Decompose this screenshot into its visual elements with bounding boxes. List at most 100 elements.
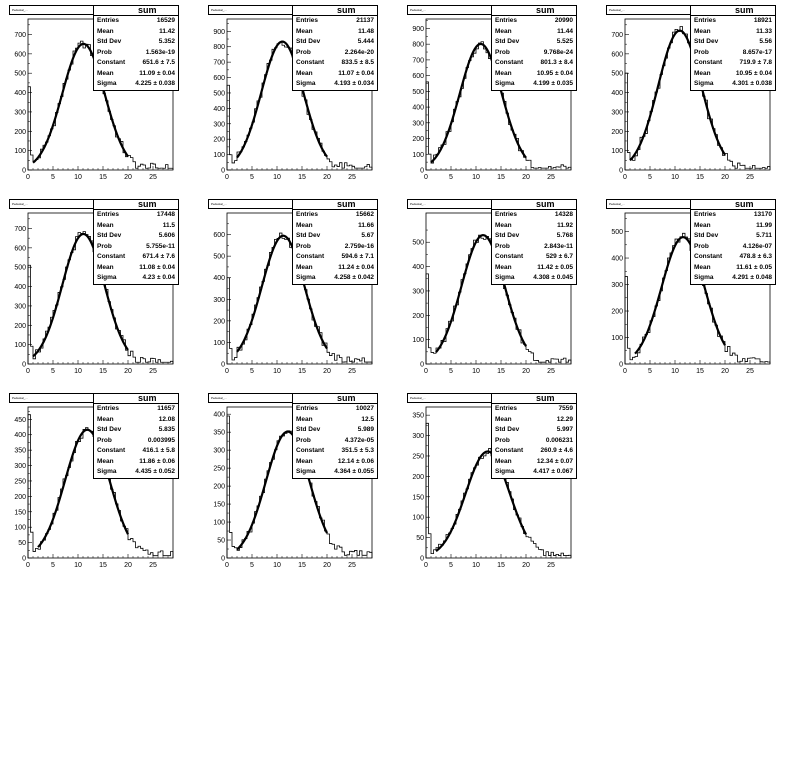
y-tick-label: 500 xyxy=(412,240,424,247)
y-tick-label: 200 xyxy=(14,129,26,136)
y-tick-label: 700 xyxy=(14,226,26,233)
stats-title: sum xyxy=(337,5,356,15)
stats-value: 10.95 ± 0.04 xyxy=(536,69,573,77)
stats-label: Mean xyxy=(694,263,711,271)
stats-value: 4.199 ± 0.035 xyxy=(533,80,573,87)
stats-label: Mean xyxy=(495,263,512,271)
stats-row: Constant 801.3 ± 8.4 xyxy=(492,58,576,69)
y-tick-label: 0 xyxy=(420,362,424,369)
gaussian-fit-curve xyxy=(37,428,129,548)
stats-row: Prob 4.372e-05 xyxy=(293,436,377,447)
y-tick-label: 300 xyxy=(213,297,225,304)
y-tick-label: 200 xyxy=(611,129,623,136)
stats-label: Std Dev xyxy=(296,38,321,45)
stats-row: Mean 11.92 xyxy=(492,221,576,232)
stats-title: sum xyxy=(138,393,157,403)
stats-value: 11.44 xyxy=(557,27,573,35)
stats-value: 833.5 ± 8.5 xyxy=(341,59,374,66)
stats-box: sum Entries 14328 Mean 11.92 Std Dev 5.768 Prob… xyxy=(491,199,577,285)
stats-value: 478.8 ± 6.3 xyxy=(739,253,772,260)
x-tick-label: 15 xyxy=(298,562,306,569)
y-tick-label: 150 xyxy=(412,494,424,501)
stats-box: sum Entries 13170 Mean 11.99 Std Dev 5.711 Prob… xyxy=(690,199,776,285)
stats-label: Mean xyxy=(694,69,711,77)
stats-value: 9.768e-24 xyxy=(543,48,573,56)
stats-label: Mean xyxy=(495,221,512,229)
y-tick-label: 600 xyxy=(14,245,26,252)
gaussian-fit-curve xyxy=(629,29,726,162)
y-tick-label: 300 xyxy=(14,303,26,310)
stats-row: Constant 651.6 ± 7.5 xyxy=(94,58,178,69)
x-tick-label: 20 xyxy=(124,174,132,181)
histogram-plot: 0 100 200 300 400 500 600 700 800 900 0 5 10 15 20 25 xyxy=(213,18,373,181)
stats-row: Mean 11.08 ± 0.04 xyxy=(94,263,178,274)
x-tick-label: 15 xyxy=(298,174,306,181)
x-tick-label: 5 xyxy=(51,562,55,569)
stats-value: 1.563e-19 xyxy=(145,48,175,56)
stats-row: Sigma 4.291 ± 0.048 xyxy=(691,273,775,284)
stats-label: Constant xyxy=(296,59,325,66)
histogram-plot: 0 50 100 150 200 250 300 350 400 0 5 10 15 20 25 xyxy=(213,406,373,569)
stats-row: Prob 4.126e-07 xyxy=(691,242,775,253)
stats-row: Mean 11.99 xyxy=(691,221,775,232)
y-tick-label: 250 xyxy=(213,466,225,473)
stats-value: 11.07 ± 0.04 xyxy=(338,69,374,77)
histogram-pad: 0 100 200 300 400 500 0 5 10 15 20 25 Pedestal_... su… xyxy=(597,199,796,393)
y-tick-label: 300 xyxy=(213,121,225,128)
stats-label: Prob xyxy=(694,242,709,250)
stats-row: Std Dev 5.989 xyxy=(293,425,377,436)
stats-row: Mean 10.95 ± 0.04 xyxy=(691,69,775,80)
stats-row: Mean 11.07 ± 0.04 xyxy=(293,69,377,80)
x-tick-label: 0 xyxy=(623,368,627,375)
stats-value: 5.352 xyxy=(158,38,175,45)
stats-value: 8.657e-17 xyxy=(742,48,772,56)
stats-label: Entries xyxy=(495,17,518,24)
stats-label: Entries xyxy=(296,405,319,412)
stats-row: Mean 10.95 ± 0.04 xyxy=(492,69,576,80)
stats-label: Mean xyxy=(97,27,114,35)
y-tick-label: 200 xyxy=(14,494,26,501)
x-tick-label: 10 xyxy=(273,562,281,569)
stats-row: Prob 2.264e-20 xyxy=(293,48,377,59)
y-tick-label: 50 xyxy=(217,538,225,545)
stats-row: Mean 11.5 xyxy=(94,221,178,232)
histogram-pad: 0 50 100 150 200 250 300 350 400 450 0 5 10 15 20 25 Ped… xyxy=(0,393,199,587)
stats-box: sum Entries 10027 Mean 12.5 Std Dev 5.989 Prob 4… xyxy=(292,393,378,479)
x-tick-label: 20 xyxy=(721,368,729,375)
y-tick-label: 600 xyxy=(213,232,225,239)
stats-label: Mean xyxy=(296,27,313,35)
stats-box: sum Entries 15662 Mean 11.66 Std Dev 5.67 Prob 2… xyxy=(292,199,378,285)
stats-value: 4.301 ± 0.038 xyxy=(732,80,772,87)
stats-row: Sigma 4.193 ± 0.034 xyxy=(293,79,377,90)
stats-value: 529 ± 6.7 xyxy=(545,253,573,260)
stats-row: Constant 478.8 ± 6.3 xyxy=(691,252,775,263)
x-tick-label: 10 xyxy=(273,368,281,375)
histogram-pad: 0 100 200 300 400 500 0 5 10 15 20 25 Pedestal_... su… xyxy=(398,199,597,393)
stats-value: 11.48 xyxy=(358,27,374,35)
stats-row: Std Dev 5.768 xyxy=(492,231,576,242)
stats-header: sum xyxy=(293,199,377,210)
x-tick-label: 25 xyxy=(348,562,356,569)
y-tick-label: 50 xyxy=(416,535,424,542)
x-tick-label: 20 xyxy=(323,174,331,181)
histogram-pad: 0 100 200 300 400 500 600 700 0 5 10 15 20 25 Pedestal… xyxy=(0,199,199,393)
y-tick-label: 300 xyxy=(412,120,424,127)
x-tick-label: 15 xyxy=(497,174,505,181)
stats-label: Constant xyxy=(97,253,126,260)
y-tick-label: 900 xyxy=(412,26,424,33)
stats-row: Mean 11.33 xyxy=(691,27,775,38)
stats-label: Constant xyxy=(694,59,723,66)
stats-label: Constant xyxy=(495,253,524,260)
stats-box: sum Entries 20990 Mean 11.44 Std Dev 5.525 Prob… xyxy=(491,5,577,91)
y-tick-label: 450 xyxy=(14,417,26,424)
y-tick-label: 300 xyxy=(14,109,26,116)
stats-label: Sigma xyxy=(296,80,316,87)
x-tick-label: 5 xyxy=(250,174,254,181)
histogram-title: Pedestal_... xyxy=(9,199,98,209)
y-tick-label: 0 xyxy=(22,556,26,563)
y-tick-label: 300 xyxy=(611,282,623,289)
y-tick-label: 700 xyxy=(611,32,623,39)
y-tick-label: 0 xyxy=(22,362,26,369)
stats-row: Sigma 4.308 ± 0.045 xyxy=(492,273,576,284)
y-tick-label: 400 xyxy=(14,90,26,97)
